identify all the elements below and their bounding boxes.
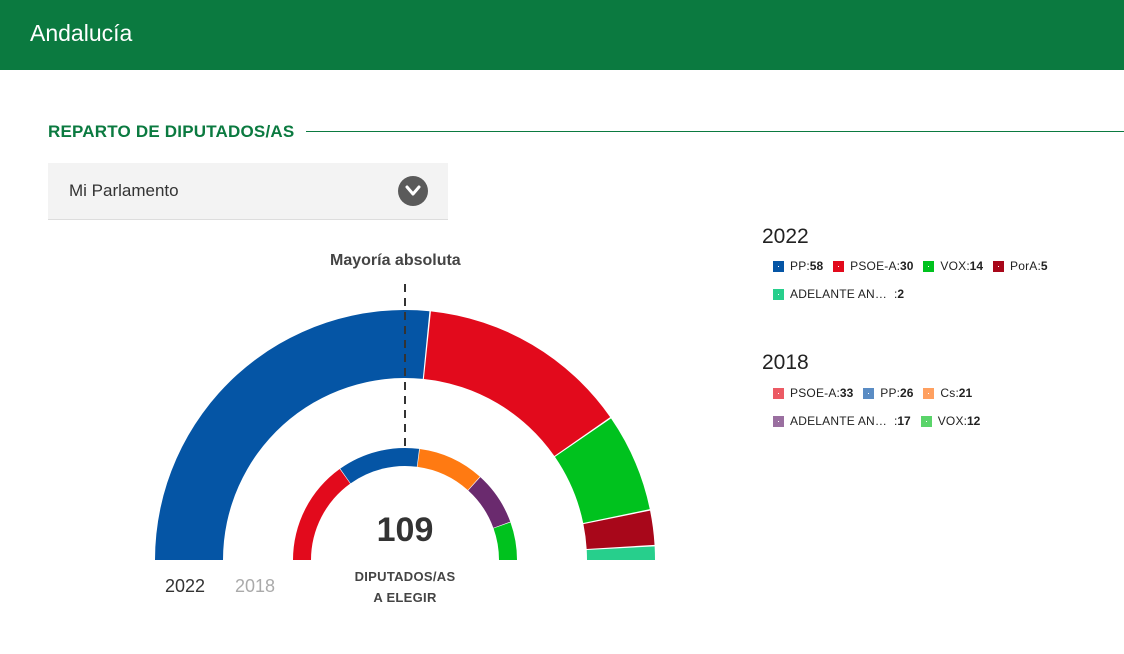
legend-party-name: ADELANTE AN… [790,414,888,428]
legend-item: PSOE-A:30 [833,259,913,273]
legend-party-seats: 30 [900,259,914,273]
legend-swatch [773,387,784,399]
legend-party-name: PSOE-A [790,386,837,400]
legend-party-seats: 21 [958,386,973,400]
arc-2022-adelante-an [586,546,655,560]
legend-row: ADELANTE AN…:2 [773,287,914,301]
legend-party-seats: 17 [897,414,911,428]
legend-party-name: ADELANTE AN… [790,287,888,301]
legend-party-seats: 5 [1040,259,1048,273]
legend-swatch [773,415,784,427]
legend-item: ADELANTE AN…:17 [773,414,911,428]
legend-item: Cs:21 [923,386,972,400]
legend-swatch [863,387,875,399]
legend-swatch [833,260,845,272]
legend-item: VOX:14 [923,259,983,273]
chevron-down-icon[interactable] [398,176,428,206]
legend-item: PorA:5 [993,259,1048,273]
legend-party-seats: 33 [839,386,854,400]
arc-2022-vox [554,418,650,523]
arc-2018-vox [493,522,517,560]
legend-swatch [923,260,935,272]
legend-party-name: PSOE-A [850,259,897,273]
legend-party-name: PP [790,259,807,273]
legend-item: ADELANTE AN…:2 [773,287,904,301]
arc-2022-pp [155,309,430,560]
legend-party-name: VOX [940,259,967,273]
arc-2018-pp [340,448,420,484]
legend-item: PP:26 [863,386,913,400]
arc-2018-psoe-a [293,469,351,560]
arc-2018-adelante-an [468,477,511,528]
legend-party-name: VOX [937,414,964,428]
selector-value: Mi Parlamento [69,181,179,200]
legend-item: PP:58 [773,259,823,273]
total-seats-caption: DIPUTADOS/AS A ELEGIR [330,566,480,608]
arc-2018-cs [417,448,480,491]
legend-party-name: PP [880,386,897,400]
legend-item: PSOE-A:33 [773,386,853,400]
legend-row: PP:58 PSOE-A:30 VOX:14 PorA:5 [773,259,1058,273]
tab-2018[interactable]: 2018 [235,576,276,596]
section-divider [306,131,1124,132]
legend-row: PSOE-A:33 PP:26 Cs:21 [773,386,982,400]
legend-party-seats: 12 [967,414,981,428]
legend-party-name: Cs [940,386,956,400]
legend-swatch [923,387,935,399]
section-title: REPARTO DE DIPUTADOS/AS [48,122,295,141]
tab-2022[interactable]: 2022 [165,576,206,596]
legend-swatch [993,260,1005,272]
header-bar: Andalucía [0,0,1124,70]
legend-year-2022: 2022 [762,225,809,248]
legend-swatch [920,415,932,427]
legend-item: VOX:12 [920,414,981,428]
legend-year-2018: 2018 [762,351,809,374]
total-caption-line1: DIPUTADOS/AS [354,569,456,584]
page-title: Andalucía [30,20,133,46]
legend-swatch [773,260,784,272]
total-seats-value: 109 [376,511,434,549]
arc-2022-pora [583,510,655,549]
legend-party-seats: 26 [900,386,914,400]
legend-swatch [773,288,784,300]
hemicycle-chart [155,284,655,560]
arc-2022-psoe-a [423,311,611,456]
legend-party-seats: 58 [809,259,824,273]
total-caption-line2: A ELEGIR [373,590,437,605]
parliament-selector[interactable]: Mi Parlamento [48,163,448,220]
legend-row: ADELANTE AN…:17 VOX:12 [773,414,990,428]
legend-party-seats: 14 [969,259,984,273]
legend-party-name: PorA [1010,259,1038,273]
legend-party-seats: 2 [897,287,905,301]
majority-label: Mayoría absoluta [330,252,461,269]
